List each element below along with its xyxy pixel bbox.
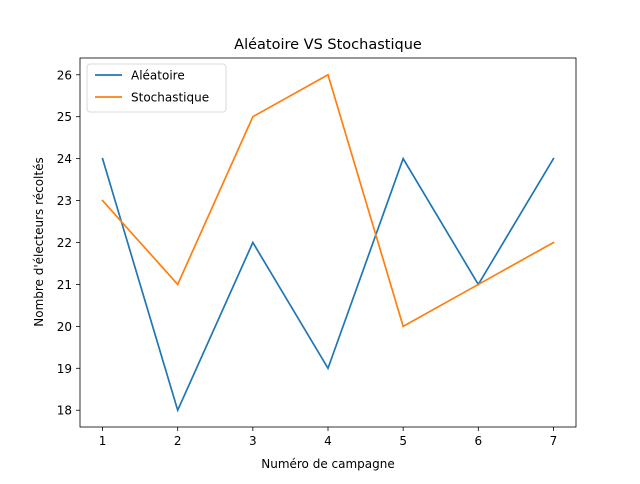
x-tick-label: 5 (399, 434, 407, 448)
x-tick-label: 7 (550, 434, 558, 448)
legend-label-1: Aléatoire (131, 69, 185, 83)
x-tick-label: 4 (324, 434, 332, 448)
chart-title: Aléatoire VS Stochastique (234, 37, 422, 53)
x-tick-label: 3 (249, 434, 257, 448)
axes-frame (79, 57, 577, 428)
y-axis-label: Nombre d'électeurs récoltés (32, 157, 46, 326)
y-tick-label: 26 (57, 68, 72, 82)
x-tick-label: 1 (99, 434, 107, 448)
y-tick-label: 23 (57, 194, 72, 208)
y-tick-label: 21 (57, 278, 72, 292)
series-line-1 (101, 156, 555, 413)
legend-box (86, 63, 227, 113)
x-tick-label: 6 (474, 434, 482, 448)
x-tick-label: 2 (174, 434, 182, 448)
series-line-2 (101, 73, 555, 328)
x-axis-label: Numéro de campagne (261, 457, 395, 471)
y-tick-label: 22 (57, 236, 72, 250)
y-tick-label: 24 (57, 152, 72, 166)
y-tick-label: 18 (57, 404, 72, 418)
y-tick-label: 25 (57, 110, 72, 124)
legend: Aléatoire Stochastique (86, 63, 227, 113)
y-tick-label: 19 (57, 362, 72, 376)
y-tick-label: 20 (57, 320, 72, 334)
legend-label-2: Stochastique (131, 91, 209, 105)
